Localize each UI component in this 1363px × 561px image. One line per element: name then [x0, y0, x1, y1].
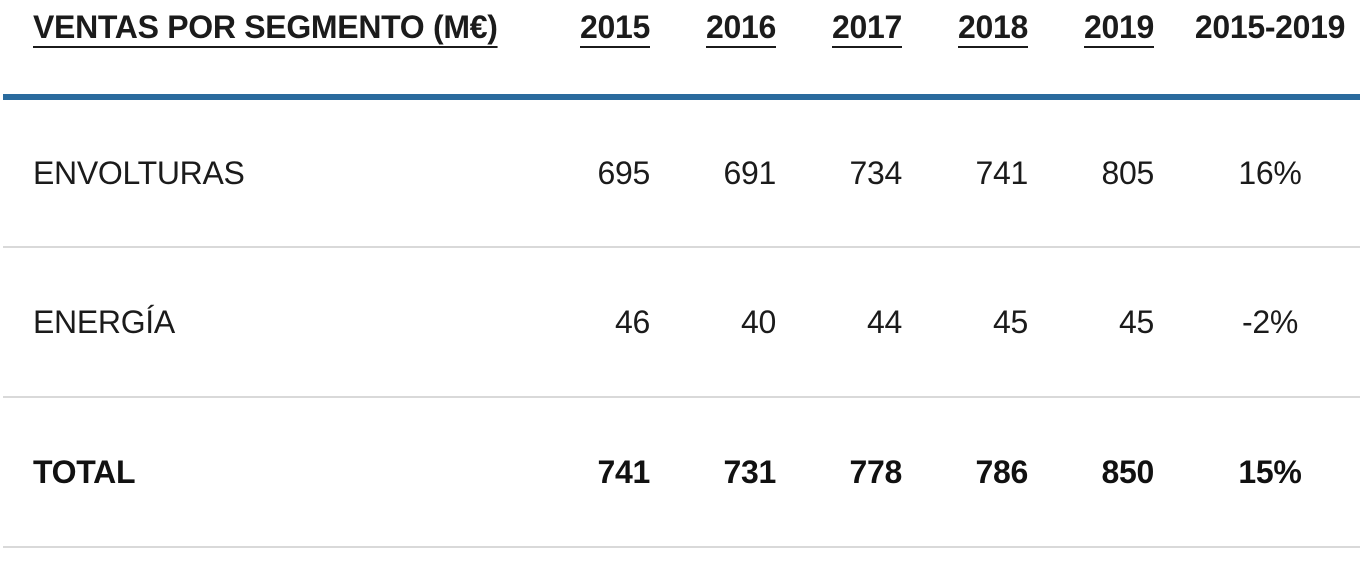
row-label-envolturas: ENVOLTURAS — [3, 97, 524, 248]
cell-energia-2015: 46 — [524, 247, 650, 398]
column-header-2016: 2016 — [650, 0, 776, 100]
cell-total-2017: 778 — [776, 397, 902, 548]
table-row-total: TOTAL 741 731 778 786 850 15% — [3, 397, 1360, 548]
table-title: VENTAS POR SEGMENTO (M€) — [3, 0, 524, 100]
cell-energia-2019: 45 — [1028, 247, 1154, 398]
cell-envolturas-2019: 805 — [1028, 97, 1154, 248]
column-header-2015: 2015 — [524, 0, 650, 100]
column-header-2018: 2018 — [902, 0, 1028, 100]
table-row-envolturas: ENVOLTURAS 695 691 734 741 805 16% — [3, 97, 1360, 248]
cell-energia-2017: 44 — [776, 247, 902, 398]
row-label-total: TOTAL — [3, 397, 524, 548]
cell-energia-2016: 40 — [650, 247, 776, 398]
ventas-por-segmento-table: VENTAS POR SEGMENTO (M€) 2015 2016 2017 … — [3, 0, 1360, 548]
cell-energia-2018: 45 — [902, 247, 1028, 398]
header-row: VENTAS POR SEGMENTO (M€) 2015 2016 2017 … — [3, 0, 1360, 100]
cell-energia-change: -2% — [1154, 247, 1360, 398]
column-header-2019: 2019 — [1028, 0, 1154, 100]
cell-total-change: 15% — [1154, 397, 1360, 548]
cell-total-2016: 731 — [650, 397, 776, 548]
row-label-energia: ENERGÍA — [3, 247, 524, 398]
column-header-2017: 2017 — [776, 0, 902, 100]
cell-total-2018: 786 — [902, 397, 1028, 548]
column-header-2015-2019: 2015-2019 — [1154, 0, 1360, 100]
cell-envolturas-2015: 695 — [524, 97, 650, 248]
cell-envolturas-2016: 691 — [650, 97, 776, 248]
cell-total-2019: 850 — [1028, 397, 1154, 548]
cell-envolturas-2017: 734 — [776, 97, 902, 248]
cell-total-2015: 741 — [524, 397, 650, 548]
table-row-energia: ENERGÍA 46 40 44 45 45 -2% — [3, 247, 1360, 398]
cell-envolturas-2018: 741 — [902, 97, 1028, 248]
cell-envolturas-change: 16% — [1154, 97, 1360, 248]
